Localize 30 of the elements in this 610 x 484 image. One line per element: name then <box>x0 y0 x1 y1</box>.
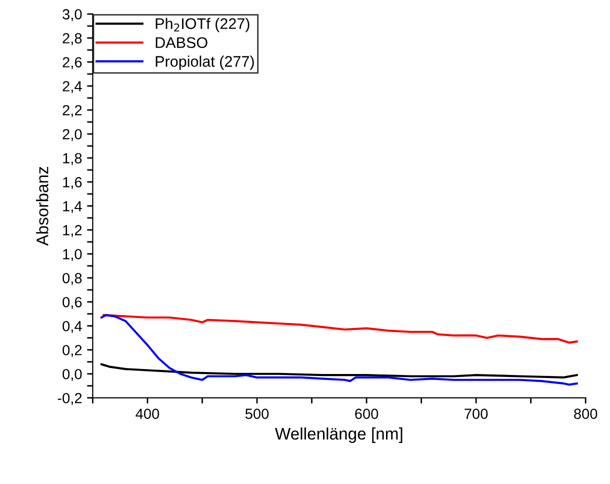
legend-label: Ph$_{2}$IOTf (227) <box>156 18 250 32</box>
x-tick-label: 700 <box>464 408 488 419</box>
x-axis-title: Wellenlänge [nm] <box>275 427 402 443</box>
y-tick-label: 2,2 <box>62 105 82 118</box>
y-tick-label: 0,8 <box>62 273 82 286</box>
x-tick-label: 600 <box>355 408 378 419</box>
legend-label: DABSO <box>156 37 208 48</box>
legend-label: Propiolat (277) <box>156 56 254 70</box>
y-tick-label: 2,6 <box>62 57 82 70</box>
y-tick-label: 0,4 <box>62 320 82 334</box>
line-series <box>100 363 578 379</box>
line-series <box>102 314 578 344</box>
line-series <box>100 314 578 386</box>
y-tick-label: 0,2 <box>62 344 82 358</box>
y-tick-label: 1,8 <box>63 153 82 166</box>
y-tick-label: 1,2 <box>63 225 82 238</box>
y-tick-label: 2,8 <box>62 33 82 46</box>
y-tick-label: 1,0 <box>63 249 82 262</box>
x-tick-label: 400 <box>136 408 160 419</box>
y-tick-label: 0,6 <box>62 296 82 310</box>
y-tick-label: 0,0 <box>62 368 82 382</box>
y-tick-label: -0,2 <box>58 392 82 405</box>
y-tick-label: 2,4 <box>62 81 82 94</box>
y-tick-label: 1,6 <box>63 177 82 190</box>
x-tick-label: 800 <box>574 408 598 419</box>
y-axis-title: Absorbanz <box>36 166 48 246</box>
y-tick-label: 1,4 <box>63 201 82 214</box>
y-tick-label: 3,0 <box>62 9 82 22</box>
y-tick-label: 2,0 <box>62 129 82 142</box>
x-tick-label: 500 <box>245 408 269 419</box>
